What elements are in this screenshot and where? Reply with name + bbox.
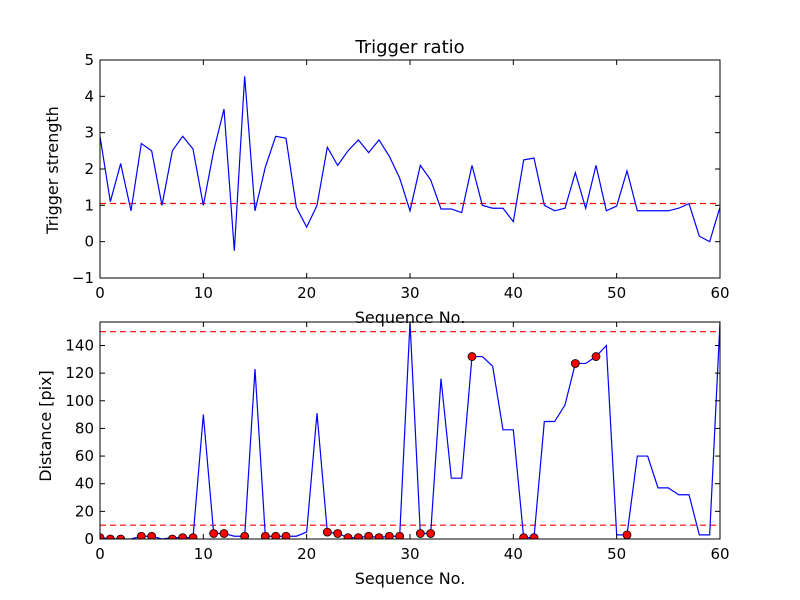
x-tick-label: 40: [504, 284, 523, 302]
chart-title: Trigger ratio: [354, 37, 464, 58]
data-point-marker: [415, 529, 425, 538]
x-tick-label: 20: [297, 545, 316, 563]
data-point-marker: [384, 531, 394, 539]
y-tick-label: 3: [84, 124, 94, 142]
data-point-marker: [322, 527, 332, 537]
data-point-marker: [260, 531, 270, 539]
data-point-marker: [395, 531, 405, 539]
data-point-marker: [467, 352, 477, 361]
data-point-marker: [364, 531, 374, 539]
distance-chart: Distance [pix] Sequence No. 0 10 20 30 40 50 6…: [36, 321, 730, 588]
data-point-marker: [116, 534, 126, 539]
x-tick-label: 50: [607, 284, 626, 302]
data-point-marker: [591, 352, 601, 361]
x-tick-label: 60: [710, 284, 729, 302]
data-point-marker: [147, 531, 157, 539]
y-tick-label: 140: [65, 336, 94, 354]
y-tick-label: 2: [84, 160, 94, 178]
data-point-marker: [100, 533, 105, 539]
data-point-marker: [343, 533, 353, 539]
data-point-marker: [570, 359, 580, 368]
x-axis-label: Sequence No.: [355, 569, 466, 588]
data-point-marker: [426, 529, 436, 538]
y-tick-label: −1: [72, 269, 94, 287]
x-tick-label: 0: [95, 545, 105, 563]
x-tick-label: 20: [297, 284, 316, 302]
y-axis-label: Distance [pix]: [36, 370, 55, 482]
x-tick-label: 60: [710, 545, 729, 563]
data-point-marker: [178, 533, 188, 539]
data-point-marker: [519, 533, 529, 539]
x-tick-label: 10: [194, 545, 213, 563]
series-line: [100, 76, 720, 251]
x-tick-label: 30: [400, 545, 419, 563]
data-point-marker: [209, 529, 219, 538]
data-point-marker: [271, 531, 281, 539]
data-point-marker: [281, 531, 291, 539]
data-point-marker: [622, 530, 632, 539]
plot-area: [100, 76, 720, 251]
data-point-marker: [529, 533, 539, 539]
data-point-marker: [136, 531, 146, 539]
data-point-marker: [374, 533, 384, 539]
data-point-marker: [219, 529, 229, 538]
y-tick-label: 80: [75, 419, 94, 437]
y-tick-label: 4: [84, 87, 94, 105]
trigger-ratio-chart: Trigger ratio Trigger strength Sequence …: [43, 37, 730, 327]
data-point-marker: [333, 529, 343, 538]
data-point-marker: [188, 533, 198, 539]
data-point-marker: [240, 531, 250, 539]
x-tick-label: 40: [504, 545, 523, 563]
y-tick-label: 60: [75, 447, 94, 465]
data-point-marker: [167, 534, 177, 539]
y-tick-label: 1: [84, 196, 94, 214]
y-tick-label: 0: [84, 233, 94, 251]
data-point-marker: [105, 534, 115, 539]
x-tick-label: 30: [400, 284, 419, 302]
y-tick-label: 120: [65, 364, 94, 382]
y-tick-label: 5: [84, 51, 94, 69]
y-axis-label: Trigger strength: [43, 106, 62, 235]
x-tick-label: 0: [95, 284, 105, 302]
y-tick-label: 0: [84, 530, 94, 548]
y-tick-label: 40: [75, 475, 94, 493]
y-tick-label: 100: [65, 392, 94, 410]
y-tick-label: 20: [75, 502, 94, 520]
x-tick-label: 50: [607, 545, 626, 563]
x-tick-label: 10: [194, 284, 213, 302]
data-point-marker: [353, 533, 363, 539]
